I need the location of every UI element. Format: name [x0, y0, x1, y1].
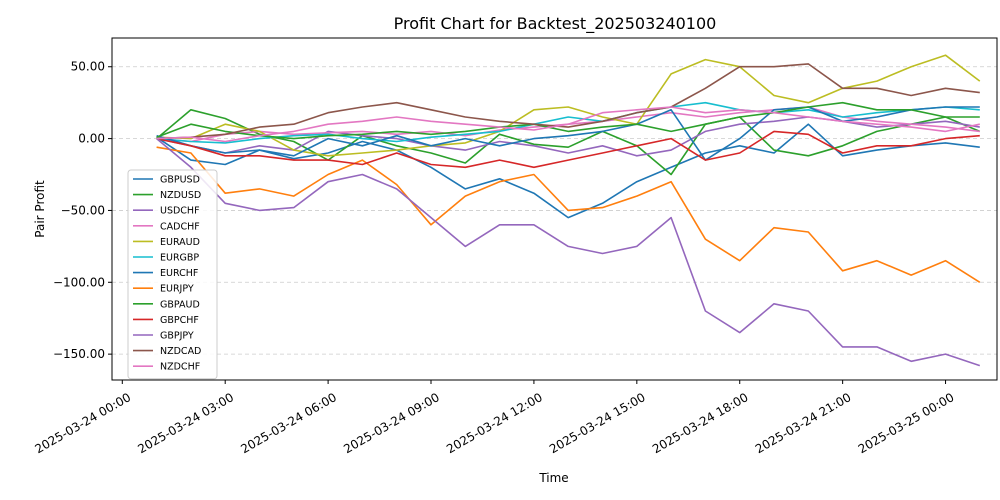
y-tick-label: −100.00	[53, 275, 105, 289]
series-line-nzdusd	[156, 109, 981, 176]
y-tick-label: −50.00	[61, 203, 105, 217]
x-axis-label: Time	[538, 471, 568, 485]
chart-title: Profit Chart for Backtest_202503240100	[394, 14, 717, 34]
legend-label-gbpjpy: GBPJPY	[160, 331, 194, 342]
legend-label-nzdcad: NZDCAD	[160, 346, 201, 357]
series-line-nzdcad	[156, 63, 980, 140]
legend-label-euraud: EURAUD	[160, 237, 200, 248]
series-line-gbpaud	[156, 101, 980, 140]
legend-box	[127, 169, 218, 380]
legend-label-eurgbp: EURGBP	[160, 253, 199, 264]
y-tick-label: 50.00	[71, 60, 105, 74]
series-line-gbpusd	[156, 123, 980, 219]
legend-label-gbpaud: GBPAUD	[160, 299, 200, 310]
plot-frame	[111, 37, 998, 381]
legend-label-usdchf: USDCHF	[160, 206, 200, 217]
legend-label-eurjpy: EURJPY	[160, 284, 194, 295]
y-tick-label: 0.00	[78, 132, 105, 146]
series-line-nzdchf	[156, 106, 980, 143]
y-axis: −150.00 −100.00 −50.00 0.00 50.00	[53, 60, 112, 361]
y-tick-label: −150.00	[53, 347, 105, 361]
legend-label-eurchf: EURCHF	[160, 268, 198, 279]
series-line-eurgbp	[156, 101, 980, 144]
legend-label-gbpusd: GBPUSD	[160, 175, 200, 186]
legend-label-gbpchf: GBPCHF	[160, 315, 199, 326]
legend-label-nzdusd: NZDUSD	[160, 190, 201, 201]
legend: GBPUSD NZDUSD USDCHF CADCHF EURAUD EURGBP EURC…	[127, 169, 218, 380]
series-line-gbpchf	[156, 130, 980, 169]
legend-label-cadchf: CADCHF	[160, 221, 200, 232]
series-line-eurjpy	[156, 146, 981, 283]
y-axis-label: Pair Profit	[33, 180, 47, 238]
legend-label-nzdchf: NZDCHF	[160, 362, 200, 373]
series-lines	[156, 54, 981, 367]
series-line-gbpjpy	[156, 137, 981, 367]
